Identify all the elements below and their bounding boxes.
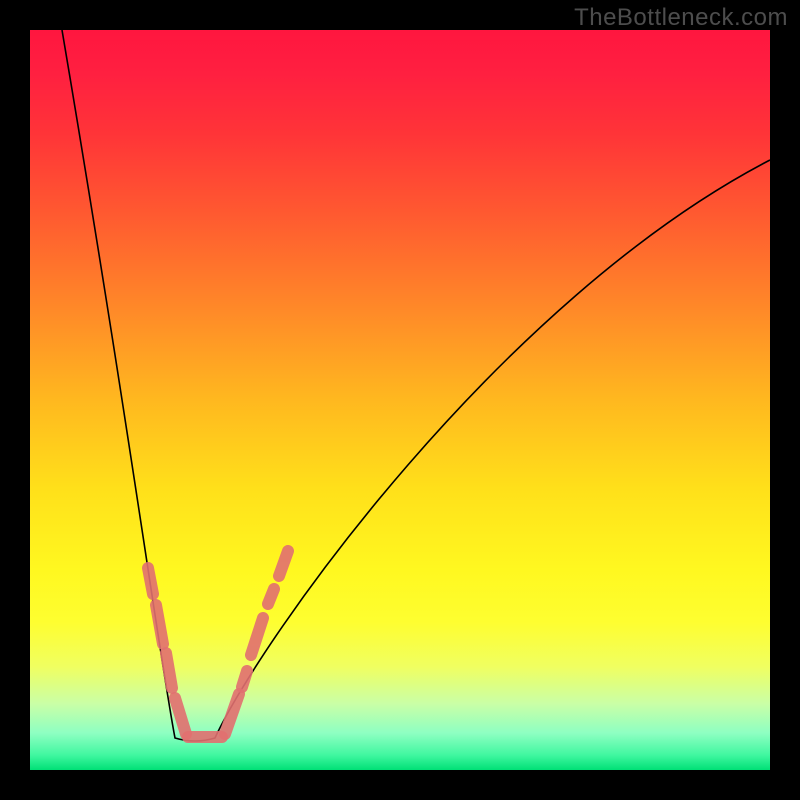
marker-segment bbox=[166, 653, 172, 688]
watermark-text: TheBottleneck.com bbox=[574, 4, 788, 32]
marker-segment bbox=[156, 605, 163, 644]
chart-root: TheBottleneck.com bbox=[0, 0, 800, 800]
marker-segment bbox=[148, 568, 153, 594]
chart-svg bbox=[0, 0, 800, 800]
marker-segment bbox=[242, 671, 247, 687]
marker-segment bbox=[268, 589, 274, 604]
gradient-background bbox=[30, 30, 770, 770]
marker-segment bbox=[279, 551, 288, 576]
